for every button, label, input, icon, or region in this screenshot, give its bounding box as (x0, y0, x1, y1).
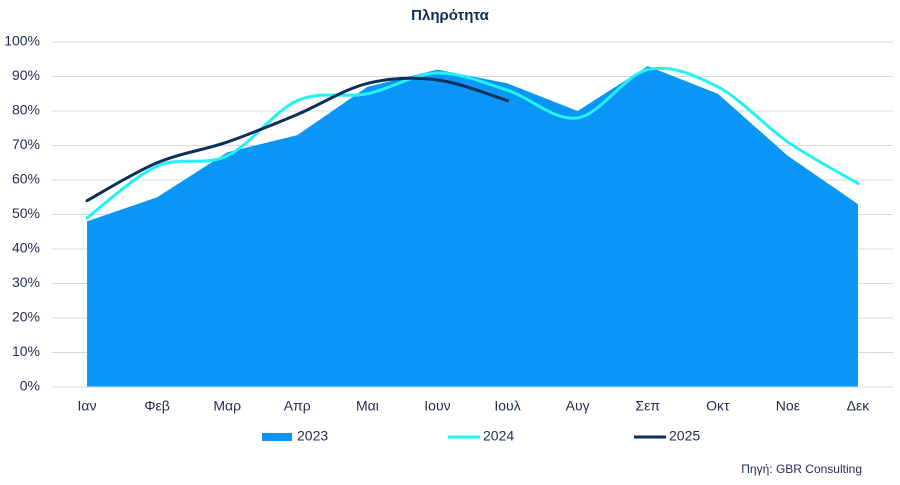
y-tick-label: 70% (12, 136, 40, 152)
x-tick-label: Μαι (356, 398, 379, 414)
y-tick-label: 50% (12, 205, 40, 221)
y-tick-label: 40% (12, 240, 40, 256)
x-tick-label: Νοε (776, 398, 800, 414)
x-tick-label: Ιουλ (494, 398, 520, 414)
legend-label: 2023 (297, 428, 328, 444)
x-tick-label: Μαρ (213, 398, 241, 414)
x-tick-label: Αυγ (566, 398, 590, 414)
x-tick-label: Σεπ (635, 398, 660, 414)
y-tick-label: 10% (12, 343, 40, 359)
x-tick-label: Ιαν (78, 398, 97, 414)
x-tick-label: Οκτ (706, 398, 730, 414)
chart-title: Πληρότητα (411, 7, 489, 24)
legend-label: 2024 (483, 428, 514, 444)
legend-swatch (262, 433, 292, 441)
y-tick-label: 60% (12, 171, 40, 187)
line (85, 66, 860, 220)
area (87, 66, 858, 388)
source-note: Πηγή: GBR Consulting (741, 462, 862, 476)
y-tick-label: 100% (4, 33, 40, 49)
y-tick-label: 20% (12, 309, 40, 325)
line (85, 76, 510, 203)
y-tick-label: 80% (12, 102, 40, 118)
y-tick-label: 90% (12, 67, 40, 83)
x-tick-label: Δεκ (847, 398, 871, 414)
x-tick-label: Φεβ (144, 398, 169, 414)
y-tick-label: 30% (12, 274, 40, 290)
legend-label: 2025 (669, 428, 700, 444)
x-tick-label: Απρ (284, 398, 311, 414)
y-tick-label: 0% (20, 378, 40, 394)
x-tick-label: Ιουν (424, 398, 450, 414)
